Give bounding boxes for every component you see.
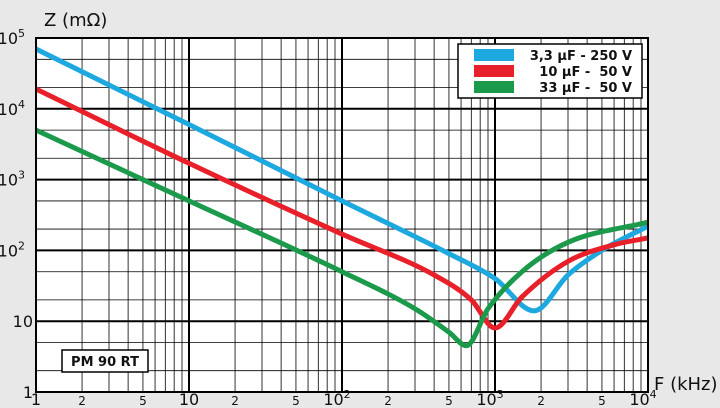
y-tick-label-exponent-2: 2 <box>18 239 25 252</box>
series-layer <box>34 46 650 349</box>
plot-frame <box>35 37 649 393</box>
annotation-text: PM 90 RT <box>71 355 139 370</box>
legend-swatch-2 <box>474 81 514 93</box>
x-tick-label-0: 1 <box>31 390 41 408</box>
x-tick-label-4: 2 <box>231 394 239 408</box>
y-axis-label: Z (mΩ) <box>44 10 107 31</box>
y-tick-label-1: 10 <box>13 312 33 331</box>
x-tick-label-3: 10 <box>179 390 199 408</box>
legend-label-2: 33 µF - 50 V <box>539 81 632 96</box>
y-tick-label-exponent-4: 4 <box>18 98 25 111</box>
y-tick-label-exponent-5: 5 <box>18 27 25 40</box>
series-line-0 <box>34 46 650 314</box>
x-tick-label-2: 5 <box>139 394 147 408</box>
x-tick-label-exponent-9: 3 <box>497 388 504 401</box>
annotation-frame <box>61 349 149 373</box>
x-tick-label-1: 2 <box>78 394 86 408</box>
x-tick-label-11: 5 <box>598 394 606 408</box>
legend-swatch-1 <box>474 65 514 77</box>
annotation-box: PM 90 RT <box>61 349 149 373</box>
y-tick-label-exponent-3: 3 <box>18 169 25 182</box>
x-tick-label-5: 5 <box>292 394 300 408</box>
x-axis-label: F (kHz) <box>654 374 718 395</box>
series-line-2 <box>34 127 649 349</box>
legend-label-1: 10 µF - 50 V <box>539 65 632 80</box>
legend-label-0: 3,3 µF - 250 V <box>530 49 632 64</box>
x-tick-label-7: 2 <box>384 394 392 408</box>
y-tick-label-0: 1 <box>23 383 33 402</box>
x-tick-label-exponent-12: 4 <box>650 388 657 401</box>
x-tick-label-exponent-6: 2 <box>344 388 351 401</box>
major-grid <box>36 38 648 392</box>
legend-swatch-0 <box>474 49 514 61</box>
x-tick-label-10: 2 <box>537 394 545 408</box>
series-line-1 <box>34 86 649 331</box>
legend: 3,3 µF - 250 V 10 µF - 50 V 33 µF - 50 V <box>457 43 643 99</box>
x-tick-label-8: 5 <box>445 394 453 408</box>
